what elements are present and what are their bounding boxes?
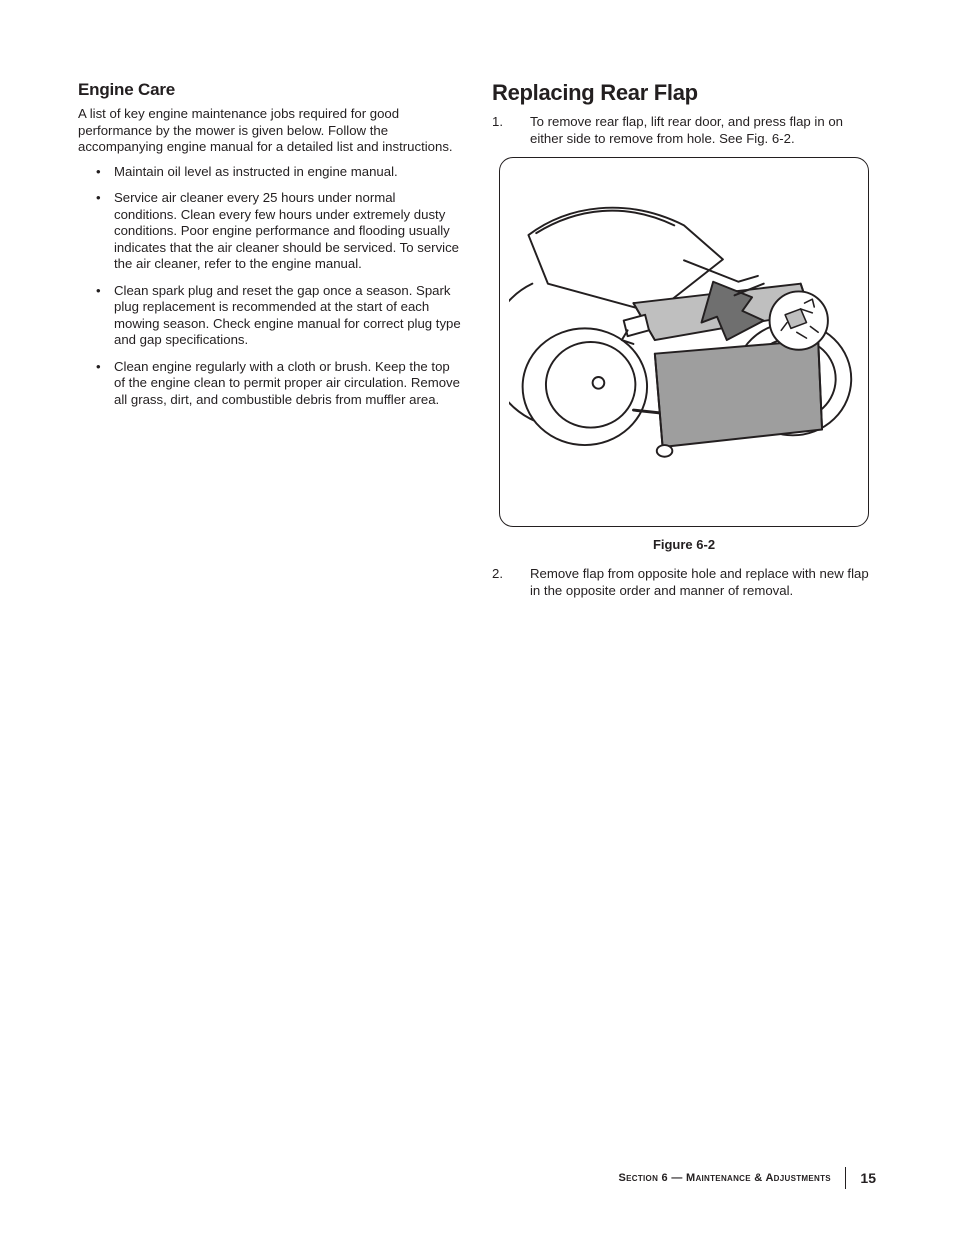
footer-divider: [845, 1167, 847, 1189]
bullet-item: Service air cleaner every 25 hours under…: [78, 190, 462, 273]
left-column: Engine Care A list of key engine mainten…: [78, 80, 462, 609]
rear-flap-steps: To remove rear flap, lift rear door, and…: [492, 114, 876, 147]
step-item: To remove rear flap, lift rear door, and…: [492, 114, 876, 147]
two-column-layout: Engine Care A list of key engine mainten…: [78, 80, 876, 609]
step-item: Remove flap from opposite hole and repla…: [492, 566, 876, 599]
footer-section-label: Section 6 — Maintenance & Adjustments: [619, 1172, 831, 1184]
bullet-item: Maintain oil level as instructed in engi…: [78, 164, 462, 181]
engine-care-bullets: Maintain oil level as instructed in engi…: [78, 164, 462, 409]
footer-word-section: Section: [619, 1172, 659, 1184]
footer-dash: —: [671, 1172, 682, 1184]
figure-6-2-box: [499, 157, 869, 527]
manual-page: Engine Care A list of key engine mainten…: [0, 0, 954, 1235]
right-column: Replacing Rear Flap To remove rear flap,…: [492, 80, 876, 609]
replacing-rear-flap-heading: Replacing Rear Flap: [492, 80, 876, 106]
engine-care-intro: A list of key engine maintenance jobs re…: [78, 106, 462, 156]
figure-caption: Figure 6-2: [492, 537, 876, 552]
footer-section-number: 6: [662, 1172, 668, 1184]
page-footer: Section 6 — Maintenance & Adjustments 15: [619, 1167, 877, 1189]
bullet-item: Clean spark plug and reset the gap once …: [78, 283, 462, 349]
footer-page-number: 15: [860, 1170, 876, 1186]
bullet-item: Clean engine regularly with a cloth or b…: [78, 359, 462, 409]
footer-section-name: Maintenance & Adjustments: [686, 1172, 831, 1184]
rear-flap-diagram-icon: [509, 167, 859, 517]
rear-flap-steps-2: Remove flap from opposite hole and repla…: [492, 566, 876, 599]
engine-care-heading: Engine Care: [78, 80, 462, 100]
